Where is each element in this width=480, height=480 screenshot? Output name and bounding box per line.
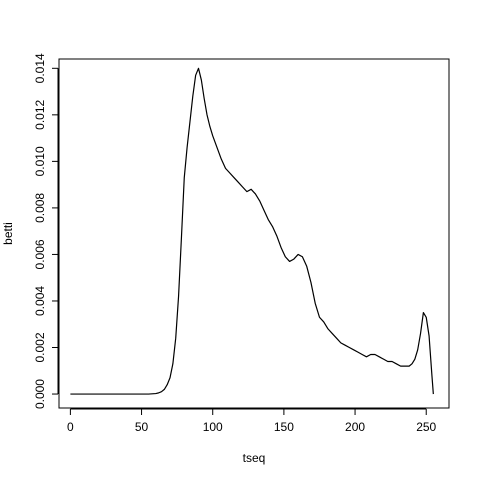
x-tick-label: 50 (135, 420, 149, 434)
y-tick-label: 0.006 (33, 239, 47, 269)
y-tick-label: 0.000 (33, 379, 47, 409)
y-axis: 0.000 0.002 0.004 0.006 0.008 0.010 0.012 0.014 (33, 53, 59, 409)
x-tick-label: 150 (274, 420, 294, 434)
y-tick-label: 0.004 (33, 286, 47, 316)
y-tick-label: 0.012 (33, 100, 47, 130)
y-tick-label: 0.002 (33, 332, 47, 362)
x-axis: 0 50 100 150 200 250 (67, 408, 437, 434)
x-tick-label: 250 (416, 420, 436, 434)
y-tick-label: 0.008 (33, 193, 47, 223)
y-tick-label: 0.010 (33, 146, 47, 176)
series-line (70, 67, 434, 395)
y-tick-label: 0.014 (33, 53, 47, 83)
plot-box (58, 58, 450, 409)
y-axis-label: betti (1, 222, 15, 245)
x-tick-label: 200 (345, 420, 365, 434)
x-tick-label: 0 (67, 420, 74, 434)
x-axis-label: tseq (243, 451, 266, 465)
x-tick-label: 100 (203, 420, 223, 434)
